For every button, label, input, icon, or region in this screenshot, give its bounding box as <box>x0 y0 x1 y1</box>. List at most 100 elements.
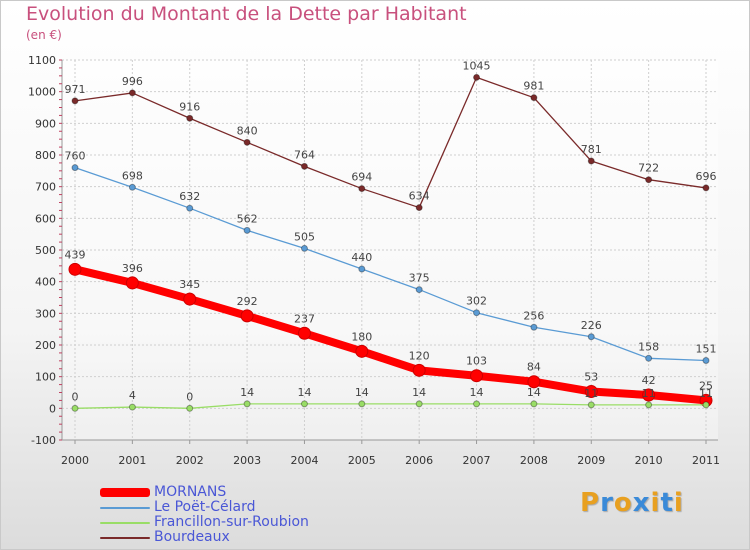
data-point <box>470 369 484 383</box>
chart-title: Evolution du Montant de la Dette par Hab… <box>26 3 467 25</box>
data-label: 14 <box>355 386 369 399</box>
data-point <box>584 385 598 399</box>
data-point <box>68 262 82 276</box>
data-point <box>530 400 538 408</box>
data-point <box>186 404 194 412</box>
y-tick-label: 500 <box>35 244 56 257</box>
data-label: 764 <box>294 148 315 161</box>
data-point <box>183 292 197 306</box>
logo-letter: i <box>650 488 661 518</box>
data-label: 11 <box>699 387 713 400</box>
x-tick-label: 2000 <box>61 454 89 467</box>
data-point <box>587 401 595 409</box>
x-tick-label: 2008 <box>520 454 548 467</box>
data-point <box>128 89 136 97</box>
data-label: 440 <box>351 251 372 264</box>
data-point <box>358 185 366 193</box>
x-tick-label: 2003 <box>233 454 261 467</box>
legend-item-francillon-sur-roubion: Francillon-sur-Roubion <box>100 515 309 530</box>
legend-item-le-poet-celard: Le Poët-Célard <box>100 500 309 515</box>
y-tick-label: -100 <box>31 434 56 447</box>
logo-letter: P <box>580 488 601 518</box>
data-point <box>645 176 653 184</box>
data-point <box>300 400 308 408</box>
data-label: 53 <box>584 371 598 384</box>
data-point <box>527 375 541 389</box>
data-point <box>71 164 79 172</box>
legend-swatch <box>100 506 150 509</box>
proxiti-logo: Proxiti <box>580 488 684 518</box>
data-point <box>71 97 79 105</box>
x-tick-label: 2009 <box>577 454 605 467</box>
data-point <box>702 357 710 365</box>
data-label: 14 <box>240 386 254 399</box>
x-tick-label: 2004 <box>290 454 318 467</box>
data-label: 4 <box>129 389 136 402</box>
y-tick-label: 700 <box>35 181 56 194</box>
data-point <box>243 226 251 234</box>
x-tick-label: 2010 <box>635 454 663 467</box>
logo-letter: r <box>600 488 614 518</box>
data-label: 84 <box>527 361 541 374</box>
data-point <box>702 401 710 409</box>
x-tick-label: 2006 <box>405 454 433 467</box>
legend: MORNANS Le Poët-Célard Francillon-sur-Ro… <box>100 485 309 545</box>
data-point <box>128 183 136 191</box>
data-label: 840 <box>237 124 258 137</box>
data-label: 971 <box>65 83 86 96</box>
series-line <box>74 167 707 362</box>
data-label: 103 <box>466 355 487 368</box>
data-label: 698 <box>122 169 143 182</box>
data-label: 1045 <box>463 59 491 72</box>
data-point <box>358 400 366 408</box>
data-label: 981 <box>523 80 544 93</box>
data-label: 396 <box>122 262 143 275</box>
data-label: 292 <box>237 295 258 308</box>
legend-item-mornans: MORNANS <box>100 485 309 500</box>
x-tick-label: 2002 <box>176 454 204 467</box>
data-label: 226 <box>581 319 602 332</box>
data-label: 345 <box>179 278 200 291</box>
legend-swatch <box>100 521 150 524</box>
data-label: 302 <box>466 295 487 308</box>
data-label: 237 <box>294 312 315 325</box>
data-point <box>587 157 595 165</box>
series-line <box>74 403 707 409</box>
data-point <box>412 363 426 377</box>
data-point <box>300 244 308 252</box>
data-label: 42 <box>642 374 656 387</box>
data-point <box>473 73 481 81</box>
data-point <box>530 323 538 331</box>
data-label: 180 <box>351 330 372 343</box>
data-label: 0 <box>186 390 193 403</box>
data-label: 505 <box>294 230 315 243</box>
y-tick-label: 1000 <box>28 86 56 99</box>
x-tick-label: 2001 <box>118 454 146 467</box>
x-tick-label: 2011 <box>692 454 720 467</box>
data-point <box>243 400 251 408</box>
data-point <box>355 344 369 358</box>
data-point <box>645 354 653 362</box>
data-point <box>71 404 79 412</box>
y-tick-label: 100 <box>35 371 56 384</box>
data-label: 14 <box>297 386 311 399</box>
data-point <box>415 204 423 212</box>
legend-label: Bourdeaux <box>154 529 230 545</box>
data-point <box>415 400 423 408</box>
data-label: 151 <box>696 343 717 356</box>
legend-swatch <box>100 536 150 539</box>
data-label: 0 <box>72 390 79 403</box>
data-label: 14 <box>527 386 541 399</box>
data-label: 696 <box>696 170 717 183</box>
data-label: 694 <box>351 171 372 184</box>
data-label: 722 <box>638 162 659 175</box>
data-label: 781 <box>581 143 602 156</box>
logo-letter: o <box>613 488 633 518</box>
data-label: 158 <box>638 340 659 353</box>
data-label: 25 <box>699 379 713 392</box>
data-label: 120 <box>409 349 430 362</box>
data-label: 375 <box>409 272 430 285</box>
data-label: 562 <box>237 212 258 225</box>
data-label: 11 <box>584 387 598 400</box>
